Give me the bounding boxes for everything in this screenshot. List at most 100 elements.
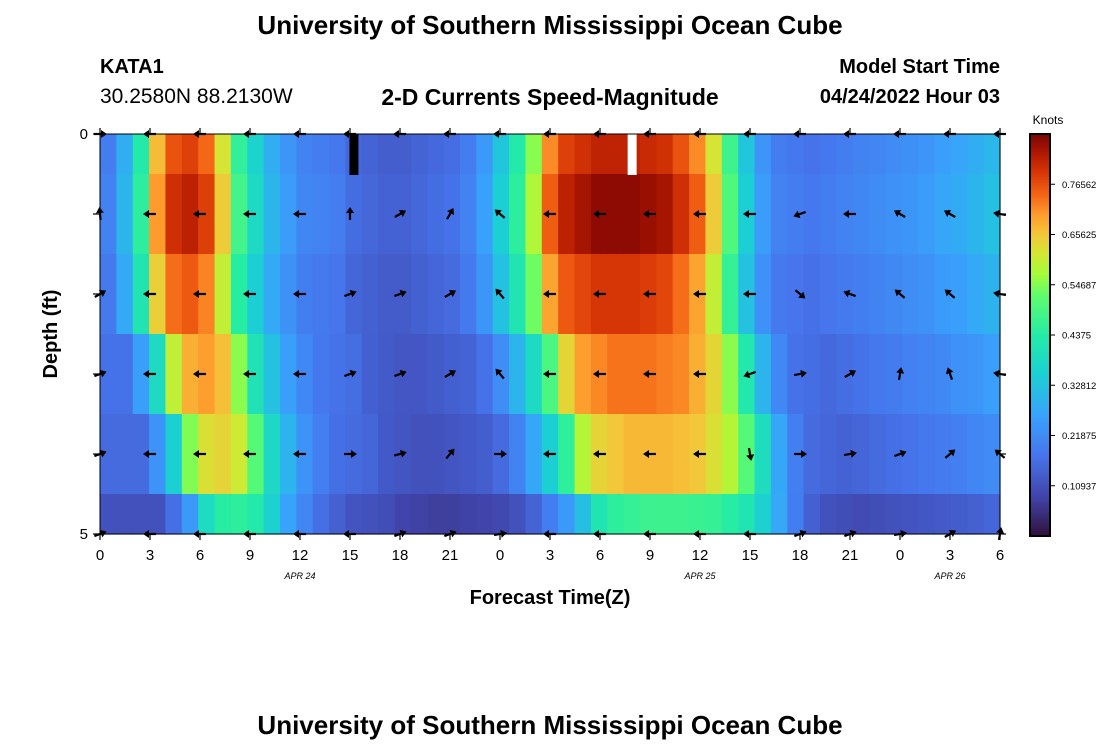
x-tick-label: 3 bbox=[146, 547, 154, 564]
heat-cell bbox=[885, 414, 903, 495]
heat-cell bbox=[721, 334, 739, 415]
current-arrow bbox=[543, 290, 556, 298]
heat-cell bbox=[705, 414, 723, 495]
heat-cell bbox=[574, 174, 592, 255]
heat-cell bbox=[656, 414, 674, 495]
heat-cell bbox=[525, 494, 543, 535]
heat-cell bbox=[689, 494, 707, 535]
heat-cell bbox=[460, 174, 477, 255]
heat-cell bbox=[705, 134, 723, 175]
x-tick-label: 18 bbox=[392, 547, 409, 564]
current-arrow bbox=[444, 290, 457, 298]
current-arrow bbox=[843, 449, 857, 458]
current-arrow bbox=[794, 450, 807, 458]
heat-cell bbox=[656, 174, 674, 255]
current-arrow bbox=[293, 210, 306, 218]
heat-cell bbox=[770, 414, 788, 495]
heat-cell bbox=[836, 254, 854, 335]
current-arrow bbox=[894, 289, 906, 299]
heat-cell bbox=[410, 494, 428, 535]
heat-cell bbox=[558, 174, 576, 255]
heat-cell bbox=[312, 494, 330, 535]
heat-cell bbox=[934, 334, 952, 415]
heat-cell bbox=[443, 174, 461, 255]
current-arrow bbox=[293, 450, 306, 458]
colorbar-tick-label: 0.4375 bbox=[1062, 331, 1091, 342]
current-arrow bbox=[193, 370, 206, 378]
heat-cell bbox=[852, 174, 870, 255]
current-arrow bbox=[495, 368, 505, 380]
current-arrow bbox=[393, 449, 407, 458]
heat-cell bbox=[852, 414, 870, 495]
heat-cell bbox=[934, 134, 952, 175]
colorbar-tick-label: 0.10937 bbox=[1062, 481, 1096, 492]
heat-cell bbox=[116, 174, 134, 255]
heat-cell bbox=[672, 254, 690, 335]
heat-cell bbox=[738, 494, 756, 535]
current-arrow bbox=[393, 369, 407, 378]
heat-cell bbox=[410, 254, 428, 335]
heat-cell bbox=[574, 414, 592, 495]
heat-cell bbox=[754, 494, 772, 535]
heat-cell bbox=[312, 334, 330, 415]
heat-cell bbox=[918, 414, 936, 495]
heat-cell bbox=[918, 494, 936, 535]
heat-cell bbox=[607, 174, 625, 255]
heat-cell bbox=[820, 134, 837, 175]
heat-cell bbox=[950, 134, 968, 175]
heat-cell bbox=[492, 134, 510, 175]
heat-cell bbox=[918, 174, 936, 255]
heat-cell bbox=[263, 414, 281, 495]
heat-cell bbox=[230, 254, 248, 335]
heat-cell bbox=[705, 494, 723, 535]
heat-cell bbox=[672, 414, 690, 495]
colorbar-tick-label: 0.76562 bbox=[1062, 180, 1096, 191]
heat-cell bbox=[558, 414, 576, 495]
heat-cell bbox=[967, 494, 985, 535]
heat-cell bbox=[329, 334, 347, 415]
current-arrow bbox=[743, 290, 756, 298]
current-arrow bbox=[343, 369, 357, 378]
heat-cell bbox=[165, 254, 183, 335]
current-arrow bbox=[344, 450, 357, 458]
chart-subtitle: 2-D Currents Speed-Magnitude bbox=[381, 84, 719, 110]
heat-cell bbox=[476, 254, 494, 335]
heat-cell bbox=[361, 174, 379, 255]
x-axis: 0 3 6 9 12 15 18 21 0 3 6 9 12 15 18 21 0 3 6 APR 24 APR 25 A… bbox=[96, 128, 1004, 581]
current-arrow bbox=[494, 209, 506, 219]
heat-cell bbox=[460, 134, 477, 175]
colorbar-tick-label: 0.21875 bbox=[1062, 431, 1096, 442]
current-arrow bbox=[193, 210, 206, 218]
heat-cell bbox=[558, 254, 576, 335]
x-tick-label: 6 bbox=[196, 547, 204, 564]
heat-cell bbox=[247, 494, 265, 535]
heat-cell bbox=[950, 414, 968, 495]
heat-cell bbox=[689, 134, 707, 175]
current-arrow bbox=[643, 210, 656, 218]
heat-cell bbox=[509, 414, 527, 495]
current-arrow bbox=[593, 290, 606, 298]
footer-title: University of Southern Mississippi Ocean… bbox=[257, 710, 843, 740]
heat-cell bbox=[181, 174, 199, 255]
current-arrow bbox=[593, 370, 606, 378]
heat-cell bbox=[950, 494, 968, 535]
heat-cell bbox=[509, 494, 527, 535]
heat-cell bbox=[885, 134, 903, 175]
heat-cell bbox=[607, 334, 625, 415]
missing-cell bbox=[349, 134, 359, 175]
current-arrow bbox=[143, 210, 156, 218]
heat-cell bbox=[312, 134, 330, 175]
heat-cell bbox=[983, 334, 1001, 415]
heat-cell bbox=[149, 414, 167, 495]
heat-cell bbox=[869, 494, 887, 535]
heat-cell bbox=[165, 414, 183, 495]
heat-cell bbox=[885, 494, 903, 535]
heat-cell bbox=[918, 334, 936, 415]
heat-cell bbox=[378, 174, 396, 255]
x-tick-label: 15 bbox=[342, 547, 359, 564]
heat-cell bbox=[280, 254, 297, 335]
x-tick-label: 3 bbox=[546, 547, 554, 564]
heat-cell bbox=[983, 134, 1001, 175]
heat-cell bbox=[132, 174, 150, 255]
heat-cell bbox=[869, 174, 887, 255]
